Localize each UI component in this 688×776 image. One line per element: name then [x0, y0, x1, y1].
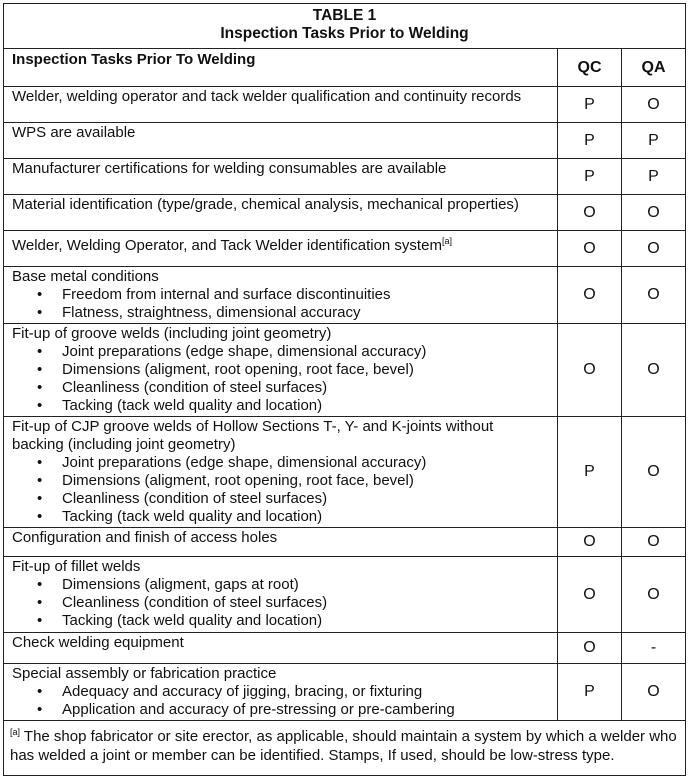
task-cell: Fit-up of CJP groove welds of Hollow Sec…: [3, 416, 558, 528]
qc-cell: O: [557, 323, 622, 417]
table-row: Fit-up of groove welds (including joint …: [3, 323, 686, 417]
task-label: Base metal conditions: [12, 268, 159, 285]
task-label: Fit-up of CJP groove welds of Hollow Sec…: [12, 418, 494, 453]
task-label: Special assembly or fabrication practice: [12, 665, 277, 682]
task-label: Material identification (type/grade, che…: [12, 196, 519, 213]
qc-cell: O: [557, 230, 622, 267]
task-cell: WPS are available: [3, 122, 558, 159]
qa-cell: O: [621, 323, 686, 417]
task-label: Welder, Welding Operator, and Tack Welde…: [12, 237, 442, 254]
footnote-mark: [a]: [10, 727, 21, 737]
qc-cell: P: [557, 158, 622, 195]
qc-cell: P: [557, 122, 622, 159]
footnote: [a] The shop fabricator or site erector,…: [3, 720, 686, 776]
table-row: WPS are available P P: [3, 122, 686, 159]
task-label: Check welding equipment: [12, 634, 184, 651]
task-cell: Special assembly or fabrication practice…: [3, 663, 558, 721]
table-row: Manufacturer certifications for welding …: [3, 158, 686, 195]
qa-cell: O: [621, 416, 686, 528]
bullet-list: Freedom from internal and surface discon…: [12, 286, 549, 322]
task-cell: Material identification (type/grade, che…: [3, 194, 558, 231]
qa-cell: P: [621, 158, 686, 195]
bullet-item: Dimensions (aligment, root opening, root…: [37, 361, 549, 379]
qa-cell: -: [621, 632, 686, 664]
qa-cell: O: [621, 194, 686, 231]
table-row: Fit-up of CJP groove welds of Hollow Sec…: [3, 416, 686, 528]
qc-cell: P: [557, 663, 622, 721]
task-cell: Manufacturer certifications for welding …: [3, 158, 558, 195]
bullet-item: Cleanliness (condition of steel surfaces…: [37, 490, 549, 508]
bullet-item: Joint preparations (edge shape, dimensio…: [37, 454, 549, 472]
task-cell: Welder, Welding Operator, and Tack Welde…: [3, 230, 558, 267]
task-label: Manufacturer certifications for welding …: [12, 160, 447, 177]
bullet-item: Dimensions (aligment, root opening, root…: [37, 472, 549, 490]
bullet-item: Tacking (tack weld quality and location): [37, 397, 549, 415]
task-label: Configuration and finish of access holes: [12, 529, 278, 546]
header-qa: QA: [621, 48, 686, 87]
footnote-text: The shop fabricator or site erector, as …: [10, 728, 677, 764]
bullet-item: Application and accuracy of pre-stressin…: [37, 701, 549, 719]
task-cell: Check welding equipment: [3, 632, 558, 664]
bullet-list: Joint preparations (edge shape, dimensio…: [12, 454, 549, 526]
task-cell: Fit-up of groove welds (including joint …: [3, 323, 558, 417]
qc-cell: P: [557, 86, 622, 123]
task-cell: Fit-up of fillet weldsDimensions (aligme…: [3, 556, 558, 633]
table-row: Configuration and finish of access holes…: [3, 527, 686, 557]
qa-cell: O: [621, 266, 686, 324]
title-line-2: Inspection Tasks Prior to Welding: [220, 25, 469, 42]
qa-cell: P: [621, 122, 686, 159]
qa-cell: O: [621, 527, 686, 557]
task-cell: Base metal conditionsFreedom from intern…: [3, 266, 558, 324]
task-label: Welder, welding operator and tack welder…: [12, 88, 522, 105]
task-label: Fit-up of fillet welds: [12, 558, 141, 575]
bullet-item: Flatness, straightness, dimensional accu…: [37, 304, 549, 322]
table-row: Check welding equipment O -: [3, 632, 686, 664]
table-row: Base metal conditionsFreedom from intern…: [3, 266, 686, 324]
bullet-item: Cleanliness (condition of steel surfaces…: [37, 379, 549, 397]
bullet-item: Cleanliness (condition of steel surfaces…: [37, 594, 549, 612]
bullet-item: Freedom from internal and surface discon…: [37, 286, 549, 304]
task-cell: Configuration and finish of access holes: [3, 527, 558, 557]
footnote-ref: [a]: [441, 236, 452, 246]
task-label: Fit-up of groove welds (including joint …: [12, 325, 332, 342]
inspection-table: TABLE 1 Inspection Tasks Prior to Weldin…: [3, 3, 686, 776]
qc-cell: O: [557, 527, 622, 557]
qc-cell: O: [557, 556, 622, 633]
bullet-list: Adequacy and accuracy of jigging, bracin…: [12, 683, 549, 719]
qc-cell: P: [557, 416, 622, 528]
bullet-item: Joint preparations (edge shape, dimensio…: [37, 343, 549, 361]
qa-cell: O: [621, 86, 686, 123]
qa-cell: O: [621, 230, 686, 267]
bullet-item: Dimensions (aligment, gaps at root): [37, 576, 549, 594]
header-task: Inspection Tasks Prior To Welding: [3, 48, 558, 87]
qc-cell: O: [557, 194, 622, 231]
bullet-list: Joint preparations (edge shape, dimensio…: [12, 343, 549, 415]
table-row: Welder, welding operator and tack welder…: [3, 86, 686, 123]
bullet-list: Dimensions (aligment, gaps at root)Clean…: [12, 576, 549, 630]
qa-cell: O: [621, 556, 686, 633]
table-row: Material identification (type/grade, che…: [3, 194, 686, 231]
task-label: WPS are available: [12, 124, 136, 141]
bullet-item: Tacking (tack weld quality and location): [37, 508, 549, 526]
qc-cell: O: [557, 266, 622, 324]
table-row: Fit-up of fillet weldsDimensions (aligme…: [3, 556, 686, 633]
bullet-item: Adequacy and accuracy of jigging, bracin…: [37, 683, 549, 701]
title-line-1: TABLE 1: [312, 7, 377, 24]
table-row: Special assembly or fabrication practice…: [3, 663, 686, 721]
task-cell: Welder, welding operator and tack welder…: [3, 86, 558, 123]
qc-cell: O: [557, 632, 622, 664]
table-row: Welder, Welding Operator, and Tack Welde…: [3, 230, 686, 267]
bullet-item: Tacking (tack weld quality and location): [37, 612, 549, 630]
table-title: TABLE 1 Inspection Tasks Prior to Weldin…: [3, 3, 686, 49]
header-qc: QC: [557, 48, 622, 87]
qa-cell: O: [621, 663, 686, 721]
